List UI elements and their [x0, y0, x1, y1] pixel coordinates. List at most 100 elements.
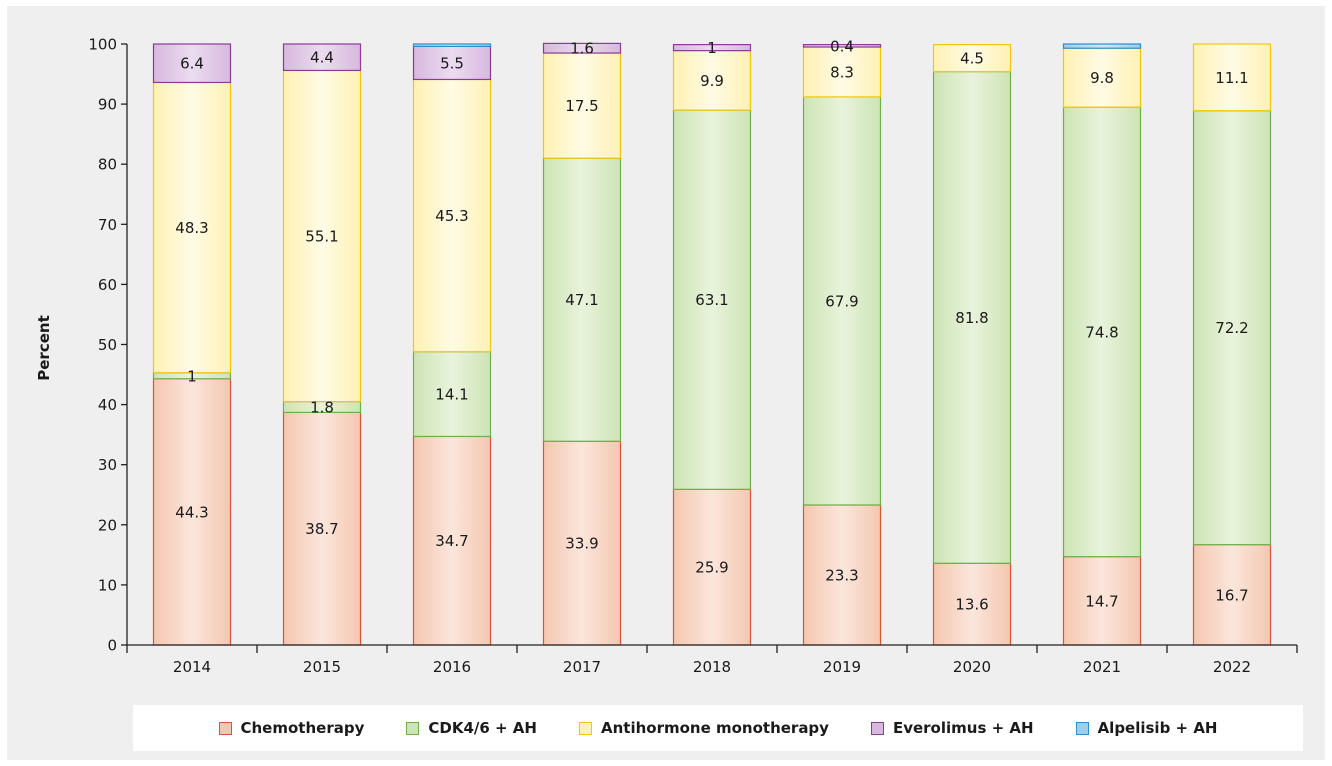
legend-label: CDK4/6 + AH — [428, 719, 537, 737]
x-tick-label: 2015 — [303, 658, 341, 676]
data-label: 0.4 — [830, 37, 854, 55]
bar-segment-everolimus-ah-2015 — [282, 43, 362, 72]
data-label: 13.6 — [955, 596, 988, 614]
bar-segment-chemotherapy-2018 — [672, 488, 752, 646]
data-label: 9.8 — [1090, 69, 1114, 87]
y-tick-label: 100 — [88, 36, 117, 54]
bar-segment-chemotherapy-2015 — [282, 411, 362, 646]
x-tick-label: 2019 — [823, 658, 861, 676]
bar-segment-cdk4-6-ah-2017 — [542, 157, 622, 442]
legend-swatch — [218, 721, 232, 735]
x-tick-label: 2018 — [693, 658, 731, 676]
bar-segment-chemotherapy-2021 — [1062, 556, 1142, 646]
legend-item: Everolimus + AH — [870, 719, 1034, 737]
bar-segment-chemotherapy-2022 — [1192, 544, 1272, 646]
legend-swatch — [870, 721, 884, 735]
data-label: 72.2 — [1215, 319, 1248, 337]
y-tick-label: 40 — [98, 396, 117, 414]
data-label: 4.4 — [310, 49, 334, 67]
bar-segment-everolimus-ah-2017 — [542, 42, 622, 54]
y-tick-label: 30 — [98, 456, 117, 474]
x-tick-label: 2021 — [1083, 658, 1121, 676]
data-label: 11.1 — [1215, 69, 1248, 87]
bar-segment-cdk4-6-ah-2020 — [932, 71, 1012, 564]
x-tick-label: 2016 — [433, 658, 471, 676]
y-tick-label: 80 — [98, 156, 117, 174]
bar-segment-antihormone-monotherapy-2017 — [542, 52, 622, 159]
data-label: 81.8 — [955, 309, 988, 327]
bar-segment-alpelisib-ah-2016 — [412, 43, 492, 48]
data-label: 9.9 — [700, 72, 724, 90]
bar-segment-antihormone-monotherapy-2021 — [1062, 47, 1142, 108]
data-label: 5.5 — [440, 54, 464, 72]
y-axis-title: Percent — [35, 315, 53, 380]
bar-segment-cdk4-6-ah-2018 — [672, 109, 752, 490]
bar-segment-chemotherapy-2014 — [152, 378, 232, 646]
bar-segment-everolimus-ah-2014 — [152, 43, 232, 84]
data-label: 74.8 — [1085, 323, 1118, 341]
bar-segment-everolimus-ah-2016 — [412, 45, 492, 81]
legend: Chemotherapy CDK4/6 + AH Antihormone monot… — [133, 705, 1303, 751]
data-label: 8.3 — [830, 63, 854, 81]
data-label: 1 — [187, 367, 197, 385]
y-tick-label: 20 — [98, 516, 117, 534]
y-tick-label: 60 — [98, 276, 117, 294]
legend-item: Alpelisib + AH — [1075, 719, 1218, 737]
y-tick-label: 10 — [98, 576, 117, 594]
bar-segment-alpelisib-ah-2021 — [1062, 43, 1142, 49]
data-label: 38.7 — [305, 520, 338, 538]
legend-swatch — [1075, 721, 1089, 735]
bar-segment-cdk4-6-ah-2022 — [1192, 110, 1272, 546]
chart-panel: 44.3 1 48.3 6.4 38.7 1.8 55.1 4.4 34.7 14.1 45.3 5.… — [7, 6, 1325, 760]
data-label: 48.3 — [175, 219, 208, 237]
bar-segment-antihormone-monotherapy-2016 — [412, 78, 492, 353]
bar-segment-cdk4-6-ah-2021 — [1062, 106, 1142, 558]
data-label: 47.1 — [565, 291, 598, 309]
legend-swatch — [578, 721, 592, 735]
x-tick-label: 2017 — [563, 658, 601, 676]
y-tick-label: 90 — [98, 96, 117, 114]
data-label: 25.9 — [695, 559, 728, 577]
bar-segment-chemotherapy-2019 — [802, 504, 882, 646]
bar-segment-everolimus-ah-2019 — [802, 43, 882, 48]
legend-item: Chemotherapy — [218, 719, 365, 737]
data-label: 16.7 — [1215, 586, 1248, 604]
x-tick-label: 2022 — [1213, 658, 1251, 676]
data-label: 45.3 — [435, 207, 468, 225]
legend-label: Antihormone monotherapy — [600, 719, 829, 737]
bar-segment-cdk4-6-ah-2019 — [802, 96, 882, 506]
data-label: 44.3 — [175, 503, 208, 521]
bar-segment-cdk4-6-ah-2016 — [412, 351, 492, 438]
data-label: 6.4 — [180, 55, 204, 73]
data-label: 1 — [707, 39, 717, 57]
legend-label: Everolimus + AH — [892, 719, 1034, 737]
bar-segment-antihormone-monotherapy-2018 — [672, 50, 752, 111]
x-tick-label: 2014 — [173, 658, 211, 676]
x-tick-label: 2020 — [953, 658, 991, 676]
data-label: 63.1 — [695, 291, 728, 309]
legend-swatch — [406, 721, 420, 735]
bar-segment-antihormone-monotherapy-2022 — [1192, 43, 1272, 112]
data-label: 33.9 — [565, 535, 598, 553]
bar-segment-everolimus-ah-2018 — [672, 43, 752, 52]
bar-segment-antihormone-monotherapy-2020 — [932, 43, 1012, 73]
y-tick-label: 50 — [98, 336, 117, 354]
y-tick-label: 0 — [107, 637, 117, 655]
data-label: 14.7 — [1085, 592, 1118, 610]
bar-segment-antihormone-monotherapy-2014 — [152, 81, 232, 374]
legend-item: Antihormone monotherapy — [578, 719, 829, 737]
legend-label: Alpelisib + AH — [1097, 719, 1218, 737]
legend-label: Chemotherapy — [240, 719, 365, 737]
y-tick-label: 70 — [98, 216, 117, 234]
data-label: 4.5 — [960, 50, 984, 68]
legend-item: CDK4/6 + AH — [406, 719, 537, 737]
data-label: 23.3 — [825, 566, 858, 584]
data-label: 67.9 — [825, 292, 858, 310]
data-label: 14.1 — [435, 386, 468, 404]
bar-segment-antihormone-monotherapy-2019 — [802, 46, 882, 98]
data-label: 1.8 — [310, 399, 334, 417]
data-label: 34.7 — [435, 532, 468, 550]
stacked-bar-chart: 44.3 1 48.3 6.4 38.7 1.8 55.1 4.4 34.7 14.1 45.3 5.… — [35, 36, 1298, 676]
data-label: 17.5 — [565, 97, 598, 115]
data-label: 55.1 — [305, 228, 338, 246]
